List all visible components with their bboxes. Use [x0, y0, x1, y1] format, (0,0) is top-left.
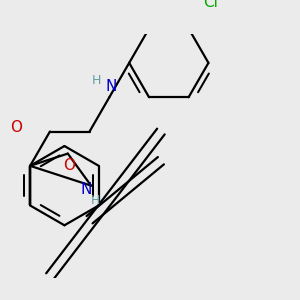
Text: N: N [106, 79, 117, 94]
Text: O: O [10, 119, 22, 134]
Text: H: H [91, 194, 100, 207]
Text: O: O [63, 158, 75, 173]
Text: Cl: Cl [203, 0, 218, 10]
Text: H: H [92, 74, 101, 88]
Text: N: N [81, 182, 92, 197]
